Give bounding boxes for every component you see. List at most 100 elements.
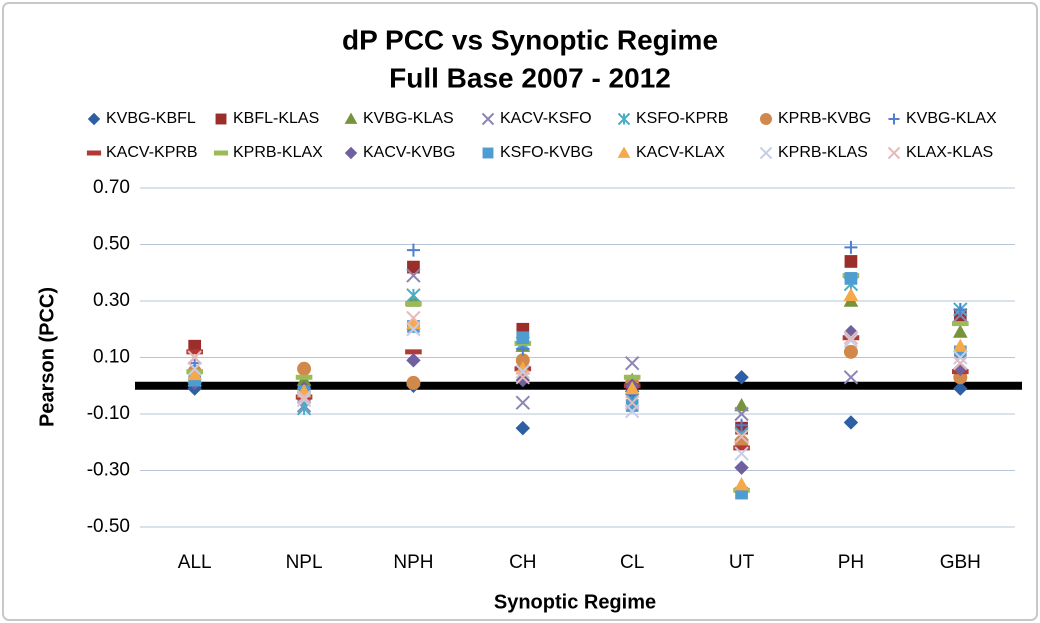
data-point xyxy=(406,353,421,368)
data-point xyxy=(295,374,313,380)
data-point xyxy=(953,381,968,396)
x-axis-label: Synoptic Regime xyxy=(494,591,656,613)
data-point xyxy=(953,350,968,365)
x-tick-label: NPH xyxy=(393,552,433,573)
x-tick-label: ALL xyxy=(178,552,212,573)
data-point xyxy=(624,395,640,410)
legend-marker xyxy=(617,146,631,158)
data-point xyxy=(734,406,749,422)
x-tick-label: UT xyxy=(729,552,755,573)
data-point xyxy=(843,333,859,348)
data-point xyxy=(734,460,749,475)
legend-label: KPRB-KLAX xyxy=(233,144,323,161)
x-tick-label: PH xyxy=(838,552,864,573)
y-tick-label: -0.30 xyxy=(87,460,130,481)
data-point xyxy=(405,301,422,307)
data-point xyxy=(843,415,859,430)
legend-marker xyxy=(481,112,495,126)
y-tick-label: 0.10 xyxy=(93,347,130,368)
data-point xyxy=(734,477,749,491)
data-point xyxy=(844,255,858,268)
data-point xyxy=(515,395,531,410)
data-point xyxy=(406,322,421,337)
data-point xyxy=(406,375,421,390)
legend-marker xyxy=(760,113,772,125)
legend-marker xyxy=(759,146,773,160)
y-tick-label: -0.10 xyxy=(87,403,130,424)
data-point xyxy=(406,268,421,283)
data-point xyxy=(953,302,967,316)
data-point xyxy=(406,243,420,257)
data-point xyxy=(734,429,749,444)
data-point xyxy=(515,372,531,388)
y-tick-label: 0.70 xyxy=(93,177,130,198)
data-point xyxy=(624,355,640,371)
legend-label: KPRB-KLAS xyxy=(778,144,868,161)
data-point xyxy=(952,321,969,327)
legend-marker xyxy=(888,113,900,125)
chart-subtitle: Full Base 2007 - 2012 xyxy=(389,62,671,93)
data-point xyxy=(843,370,859,385)
data-point xyxy=(953,355,968,371)
data-point xyxy=(952,338,968,352)
y-axis-label: Pearson (PCC) xyxy=(36,287,58,427)
legend-marker xyxy=(213,150,229,156)
data-point xyxy=(296,392,312,408)
legend-marker xyxy=(887,146,901,160)
data-point xyxy=(734,446,749,461)
legend-label: KLAX-KLAS xyxy=(906,144,993,161)
legend-marker xyxy=(344,146,358,160)
legend-label: KPRB-KVBG xyxy=(778,110,871,127)
legend-marker xyxy=(86,150,102,156)
legend-label: KACV-KVBG xyxy=(363,144,455,161)
data-point xyxy=(734,370,749,385)
legend-label: KVBG-KLAX xyxy=(906,110,997,127)
legend-marker xyxy=(344,112,358,124)
data-point xyxy=(406,310,421,326)
data-point xyxy=(297,361,312,376)
data-point xyxy=(735,418,749,432)
data-point xyxy=(515,420,531,436)
legend-marker xyxy=(617,112,631,126)
y-tick-label: -0.50 xyxy=(87,516,130,537)
data-point xyxy=(406,288,421,303)
x-tick-label: CL xyxy=(620,552,644,573)
data-point xyxy=(844,272,858,285)
data-point xyxy=(515,370,531,385)
legend-label: KBFL-KLAS xyxy=(233,110,319,127)
data-point xyxy=(734,397,749,412)
data-point xyxy=(624,381,640,395)
data-point xyxy=(187,350,202,365)
data-point xyxy=(733,445,750,451)
data-point xyxy=(407,260,420,274)
data-point xyxy=(843,330,859,345)
data-point xyxy=(843,287,859,302)
x-tick-label: NPL xyxy=(286,552,323,573)
legend-label: KVBG-KLAS xyxy=(363,110,454,127)
data-point xyxy=(516,331,530,345)
legend-label: KACV-KPRB xyxy=(106,144,198,161)
data-point xyxy=(515,364,531,379)
legend-label: KSFO-KVBG xyxy=(500,144,593,161)
legend-marker xyxy=(87,112,101,126)
legend-label: KACV-KLAX xyxy=(636,144,725,161)
data-point xyxy=(186,349,203,355)
y-tick-label: 0.50 xyxy=(93,234,130,255)
legend-marker xyxy=(215,113,227,125)
data-point xyxy=(296,389,312,405)
legend-label: KSFO-KPRB xyxy=(636,110,728,127)
y-tick-label: 0.30 xyxy=(93,290,130,311)
legend-label: KACV-KSFO xyxy=(500,110,592,127)
legend-marker xyxy=(482,147,494,159)
data-point xyxy=(187,361,202,377)
x-tick-label: GBH xyxy=(940,552,981,573)
data-point xyxy=(187,366,203,381)
x-tick-label: CH xyxy=(509,552,536,573)
legend-label: KVBG-KBFL xyxy=(106,110,196,127)
data-point xyxy=(843,344,858,359)
data-point xyxy=(844,240,858,254)
data-point xyxy=(952,324,968,338)
